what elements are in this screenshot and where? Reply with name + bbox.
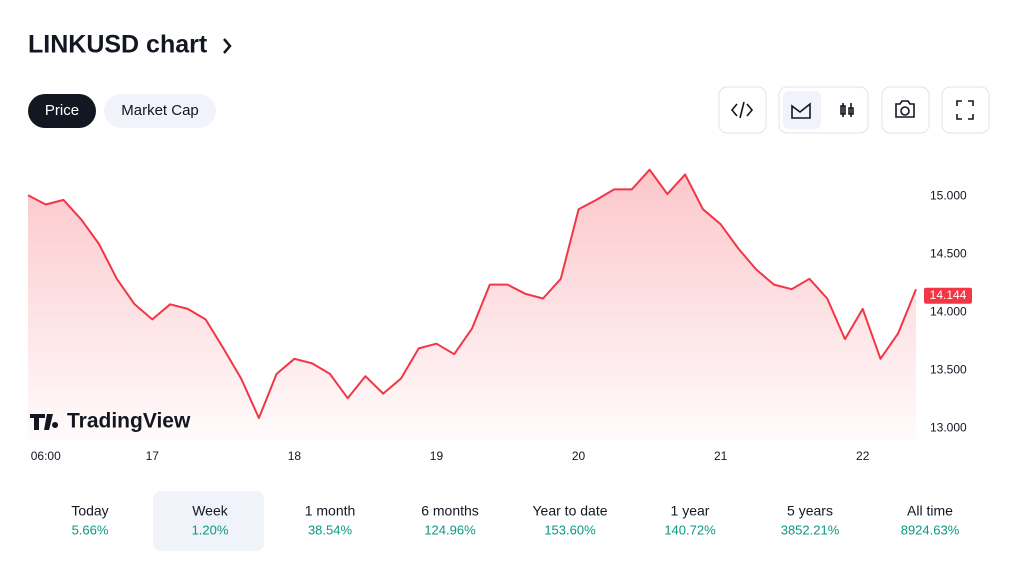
- period-change: 153.60%: [544, 522, 596, 537]
- period-selected-bg: [153, 491, 264, 551]
- x-tick-label: 21: [714, 449, 728, 463]
- chevron[interactable]: [223, 38, 232, 54]
- period-change: 124.96%: [424, 522, 476, 537]
- area: [28, 169, 916, 440]
- period-change: 140.72%: [664, 522, 716, 537]
- plot: 13.000 13.500 14.000 14.500 15.000 06:00 17 18 1…: [27, 168, 972, 463]
- x-tick-label: 20: [572, 449, 586, 463]
- camera-icon: [895, 100, 915, 118]
- tab-market-cap[interactable]: [104, 94, 216, 128]
- period-name[interactable]: Year to date: [533, 503, 608, 519]
- period-change: 5.66%: [72, 522, 109, 537]
- x-tick-label: 22: [856, 449, 870, 463]
- watermark: TradingView: [67, 410, 191, 433]
- period-name[interactable]: 1 month: [305, 503, 356, 519]
- period-name[interactable]: Today: [71, 503, 108, 519]
- period-change: 1.20%: [192, 522, 229, 537]
- icons: [730, 100, 974, 120]
- price-line: [27, 168, 917, 419]
- period-change: 38.54%: [308, 522, 353, 537]
- area-icon: [791, 102, 811, 119]
- x-tick-label: 17: [146, 449, 160, 463]
- snapshot-button[interactable]: [881, 86, 930, 134]
- y-tick-label: 15.000: [930, 189, 967, 203]
- y-tick-label: 14.000: [930, 305, 967, 319]
- x-tick-label: 18: [288, 449, 302, 463]
- tab-label: Price: [45, 102, 79, 119]
- tab-label: Market Cap: [121, 102, 199, 119]
- periods: Today 5.66% Week 1.20% 1 month 38.54% 6 months…: [71, 503, 959, 538]
- camera-lens: [900, 106, 910, 116]
- candle-icon: [840, 103, 854, 117]
- period-name[interactable]: 6 months: [421, 503, 479, 519]
- x-tick-label: 06:00: [31, 449, 61, 463]
- y-tick-label: 13.500: [930, 363, 967, 377]
- y-tick-label: 14.500: [930, 247, 967, 261]
- period-name[interactable]: All time: [907, 503, 953, 519]
- fullscreen-icon: [956, 100, 974, 120]
- code-icon: [730, 101, 754, 119]
- tab-price[interactable]: [28, 94, 96, 128]
- toolbar: [718, 86, 990, 134]
- y-tick-label: 13.000: [930, 421, 967, 435]
- last-price-tag: [924, 287, 972, 304]
- period-name[interactable]: Week: [192, 503, 229, 519]
- last-price-label: 14.144: [930, 288, 967, 302]
- fullscreen-button[interactable]: [941, 86, 990, 134]
- period-change: 3852.21%: [781, 522, 840, 537]
- tv-logo: [30, 414, 59, 430]
- title: LINKUSD chart: [28, 31, 208, 59]
- x-tick-label: 19: [430, 449, 444, 463]
- period-name[interactable]: 1 year: [671, 503, 710, 519]
- period-change: 8924.63%: [901, 522, 960, 537]
- period-name[interactable]: 5 years: [787, 503, 833, 519]
